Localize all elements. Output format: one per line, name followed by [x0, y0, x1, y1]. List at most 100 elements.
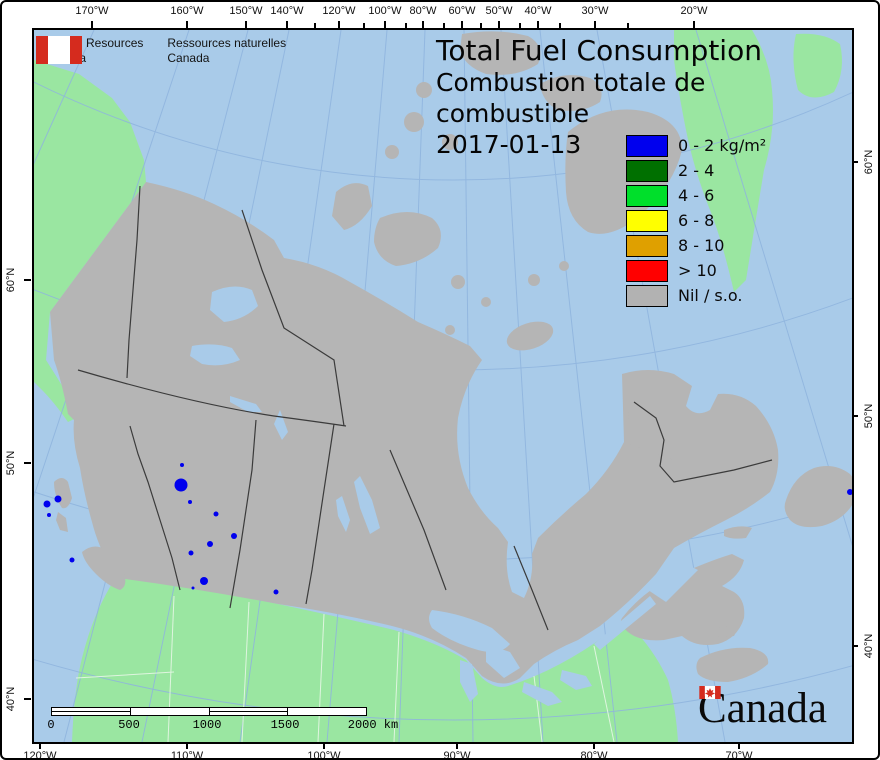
axis-tick-label: 60°W — [448, 5, 476, 17]
axis-tick-label: 100°W — [368, 5, 402, 17]
lake-erie — [522, 682, 562, 706]
anticosti — [724, 526, 752, 539]
pei — [710, 626, 738, 637]
legend-label: 6 - 8 — [678, 211, 715, 230]
scalebar-label: 500 — [118, 718, 140, 732]
great-slave-lake — [190, 344, 240, 366]
axis-tick-label: 70°W — [725, 750, 753, 760]
fire-point — [180, 463, 184, 467]
legend-item: > 10 — [626, 258, 766, 283]
fire-point — [47, 513, 51, 517]
axis-tick — [627, 23, 629, 28]
coastal-island — [56, 512, 68, 532]
nova-scotia — [696, 647, 769, 682]
legend-swatch — [626, 259, 668, 282]
us-state-borders — [75, 595, 615, 742]
victoria-island — [374, 212, 441, 266]
axis-tick — [286, 21, 288, 28]
st-lawrence-upper — [594, 596, 656, 650]
legend: 0 - 2 kg/m² 2 - 4 4 - 6 6 - 8 8 - 10 > 10 Nil … — [626, 133, 766, 308]
reindeer-lake — [274, 410, 288, 440]
fire-point — [273, 589, 279, 595]
canada-map-svg — [34, 30, 852, 742]
legend-swatch — [626, 284, 668, 307]
province-borders — [77, 185, 773, 631]
axis-tick — [738, 742, 740, 749]
fire-point — [213, 511, 219, 517]
scalebar-segment — [288, 707, 367, 716]
legend-label: 2 - 4 — [678, 161, 715, 180]
axis-tick-label: 110°W — [170, 750, 204, 760]
axis-tick — [314, 23, 316, 28]
axis-tick — [519, 23, 521, 28]
legend-label: > 10 — [678, 261, 717, 280]
scalebar: 0 500 1000 1500 2000 km — [47, 707, 398, 732]
axis-tick — [851, 415, 858, 417]
axis-tick — [594, 21, 596, 28]
legend-label: 8 - 10 — [678, 236, 725, 255]
fire-point — [188, 500, 192, 504]
lake-huron — [486, 644, 520, 678]
scalebar-label: 0 — [47, 718, 55, 732]
legend-swatch — [626, 159, 668, 182]
axis-tick — [593, 742, 595, 749]
map-title-block: Total Fuel Consumption Combustion totale… — [436, 34, 852, 160]
great-bear-lake — [210, 286, 258, 322]
wordmark-flag-icon — [699, 686, 721, 699]
axis-tick — [443, 23, 445, 28]
legend-item: 2 - 4 — [626, 158, 766, 183]
axis-tick-label: 50°W — [485, 5, 513, 17]
axis-tick-label: 120°W — [322, 5, 356, 17]
fire-point — [54, 495, 62, 503]
legend-item: 0 - 2 kg/m² — [626, 133, 766, 158]
banks-island — [332, 183, 372, 230]
axis-tick-label: 100°W — [307, 750, 341, 760]
legend-label: 4 - 6 — [678, 186, 715, 205]
axis-tick-label: 30°W — [581, 5, 609, 17]
us-land-west — [72, 574, 508, 742]
alaska-land — [34, 60, 146, 422]
fire-point — [200, 577, 208, 585]
axis-tick-label: 150°W — [229, 5, 263, 17]
legend-label: 0 - 2 kg/m² — [678, 136, 767, 155]
axis-tick-label: 170°W — [75, 5, 109, 17]
title-date: 2017-01-13 — [436, 130, 582, 159]
greenland-land — [674, 30, 773, 292]
scalebar-segment — [130, 707, 210, 716]
axis-tick-label: 20°W — [680, 5, 708, 17]
axis-tick — [24, 698, 31, 700]
yukon-nwt-border — [126, 185, 141, 379]
axis-tick-label: 50°N — [5, 450, 17, 476]
qc-nl-border — [633, 401, 773, 483]
fire-point — [69, 557, 75, 563]
fire-point — [43, 500, 51, 508]
legend-swatch — [626, 234, 668, 257]
axis-tick — [186, 742, 188, 749]
dept-fr-line1: Ressources naturelles — [167, 36, 287, 50]
axis-tick — [480, 23, 482, 28]
axis-tick-label: 40°W — [524, 5, 552, 17]
mb-on-border — [389, 449, 447, 591]
axis-tick-label: 120°W — [23, 750, 57, 760]
legend-label: Nil / s.o. — [678, 286, 743, 305]
axis-tick-label: 160°W — [170, 5, 204, 17]
axis-tick-label: 60°N — [863, 149, 875, 175]
legend-item: 6 - 8 — [626, 208, 766, 233]
axis-tick — [39, 742, 41, 749]
newfoundland — [784, 466, 852, 528]
fire-point — [191, 586, 195, 590]
axis-tick-label: 140°W — [270, 5, 304, 17]
fire-point — [174, 478, 188, 492]
southampton-island — [506, 321, 554, 351]
sk-mb-border — [305, 423, 335, 605]
axis-tick — [91, 21, 93, 28]
ellesmere-island — [460, 31, 541, 75]
axis-tick — [24, 279, 31, 281]
lake-superior — [429, 610, 510, 652]
lake-ontario — [560, 670, 592, 690]
axis-tick — [537, 21, 539, 28]
title-english: Total Fuel Consumption — [436, 34, 762, 67]
other-land — [34, 30, 842, 742]
axis-tick-label: 40°N — [5, 686, 17, 712]
lake-manitoba — [336, 496, 350, 532]
